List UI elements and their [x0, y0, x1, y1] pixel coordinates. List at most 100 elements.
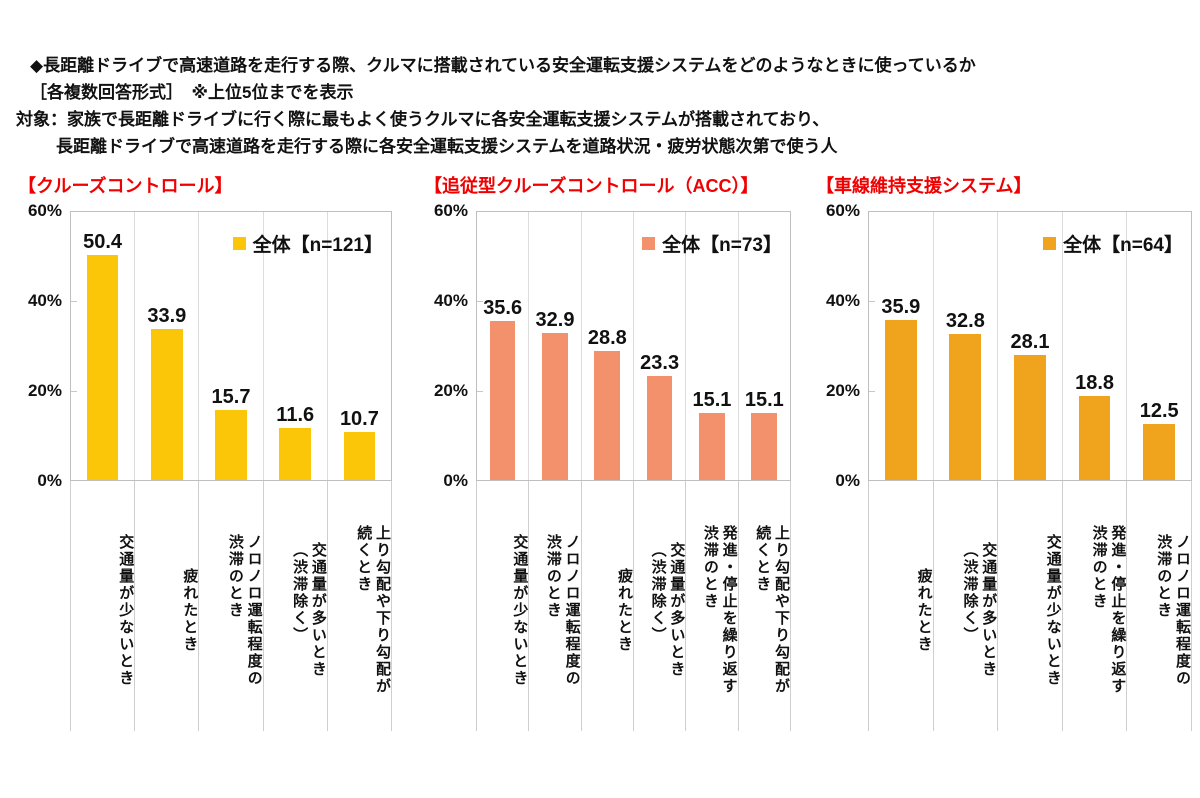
- legend: 全体【n=64】: [1043, 230, 1183, 257]
- bar-column: 28.1: [998, 212, 1063, 480]
- plot-area: 50.4 33.9 15.7 11.6 10.7 全体【n=121】: [70, 211, 392, 481]
- y-tick-mark: [477, 301, 483, 303]
- category-label: 交通量が少ないとき: [998, 481, 1063, 731]
- category-label: 疲れたとき: [869, 481, 934, 731]
- value-label: 15.7: [211, 385, 251, 408]
- category-label: 発進・停止を繰り返す 渋滞のとき: [686, 481, 739, 731]
- y-tick-mark: [71, 390, 77, 392]
- y-tick-mark: [869, 390, 875, 392]
- value-label: 28.1: [1010, 330, 1050, 353]
- bar-column: 10.7: [328, 212, 391, 480]
- category-labels: 疲れたとき 交通量が多いとき （渋滞除く） 交通量が少ないとき 発進・停止を繰り返す …: [868, 481, 1192, 731]
- value-label: 15.1: [744, 388, 784, 411]
- category-label: 交通量が少ないとき: [477, 481, 530, 731]
- y-tick-label: 40%: [27, 290, 62, 310]
- legend-swatch: [642, 237, 656, 250]
- chart-acc: 【追従型クルーズコントロール（ACC）】 60% 40% 20% 0% 35.6…: [414, 172, 791, 731]
- value-label: 11.6: [276, 404, 315, 427]
- header-format-note: ［各複数回答形式］ ※上位5位までを表示: [30, 83, 354, 102]
- category-label: ノロノロ運転程度の 渋滞のとき: [529, 481, 582, 731]
- legend-label: 全体【n=121】: [252, 235, 383, 256]
- bar: [542, 333, 568, 480]
- y-tick-label: 0%: [835, 471, 860, 490]
- category-label: 疲れたとき: [135, 481, 200, 731]
- bar: [343, 432, 376, 480]
- y-tick-label: 60%: [27, 201, 62, 220]
- legend-label: 全体【n=73】: [662, 235, 782, 256]
- category-label: 交通量が多いとき （渋滞除く）: [934, 481, 999, 731]
- y-axis: 60% 40% 20% 0%: [8, 201, 70, 490]
- bar-column: 18.8: [1063, 212, 1128, 480]
- y-tick-label: 20%: [433, 381, 468, 400]
- y-tick-label: 20%: [825, 381, 860, 400]
- bar: [279, 428, 311, 480]
- value-label: 18.8: [1075, 372, 1115, 395]
- chart-cruise-control: 【クルーズコントロール】 60% 40% 20% 0% 50.4 33.9 15.7…: [8, 172, 393, 731]
- bar-column: 32.9: [529, 212, 582, 480]
- category-label: 交通量が多いとき （渋滞除く）: [264, 481, 328, 731]
- plot-columns: 35.6 32.9 28.8 23.3 15.1 15.1: [477, 212, 790, 480]
- bar: [594, 351, 621, 480]
- category-label: 上り勾配や下り勾配が 続くとき: [328, 481, 393, 731]
- plot-area: 35.9 32.8 28.1 18.8 12.5 全体【n=64】: [868, 211, 1192, 481]
- legend-swatch: [232, 237, 246, 250]
- y-tick-mark: [477, 390, 483, 392]
- chart-title: 【クルーズコントロール】: [18, 176, 233, 196]
- bar: [151, 328, 183, 480]
- y-tick-label: 0%: [443, 471, 468, 490]
- bar: [1014, 354, 1046, 480]
- value-label: 50.4: [83, 230, 123, 253]
- bar: [699, 412, 725, 480]
- bar-column: 15.1: [739, 212, 790, 480]
- bar-column: 35.6: [477, 212, 530, 480]
- bar: [949, 333, 982, 480]
- category-label: 交通量が多いとき （渋滞除く）: [634, 481, 687, 731]
- value-label: 12.5: [1139, 400, 1179, 423]
- bar: [751, 412, 778, 480]
- category-labels: 交通量が少ないとき ノロノロ運転程度の 渋滞のとき 疲れたとき 交通量が多いとき （渋…: [476, 481, 791, 731]
- plot-columns: 50.4 33.9 15.7 11.6 10.7: [71, 212, 391, 480]
- y-axis: 60% 40% 20% 0%: [806, 201, 868, 490]
- y-tick-label: 60%: [825, 201, 860, 220]
- y-tick-label: 0%: [37, 471, 62, 490]
- category-label: 上り勾配や下り勾配が 続くとき: [739, 481, 791, 731]
- legend-label: 全体【n=64】: [1063, 235, 1183, 256]
- value-label: 28.8: [587, 327, 627, 350]
- bar: [215, 409, 247, 480]
- value-label: 33.9: [147, 304, 187, 327]
- value-label: 35.9: [881, 295, 921, 318]
- chart-title: 【車線維持支援システム】: [816, 176, 1032, 196]
- bar: [884, 319, 917, 480]
- bar: [646, 375, 673, 480]
- bar: [86, 254, 119, 480]
- category-labels: 交通量が少ないとき 疲れたとき ノロノロ運転程度の 渋滞のとき 交通量が多いとき （渋…: [70, 481, 393, 731]
- header-target-line1: 対象：家族で長距離ドライブに行く際に最もよく使うクルマに各安全運転支援システムが…: [16, 110, 830, 129]
- bar: [1078, 396, 1111, 480]
- y-axis: 60% 40% 20% 0%: [414, 201, 476, 490]
- y-tick-label: 40%: [825, 290, 860, 310]
- bar-column: 33.9: [135, 212, 200, 480]
- category-label: ノロノロ運転程度の 渋滞のとき: [199, 481, 264, 731]
- bar: [1143, 424, 1176, 480]
- category-label: ノロノロ運転程度の 渋滞のとき: [1127, 481, 1192, 731]
- chart-lane-keeping: 【車線維持支援システム】 60% 40% 20% 0% 35.9 32.8 28.1…: [806, 172, 1192, 731]
- value-label: 32.8: [945, 309, 985, 332]
- value-label: 15.1: [692, 388, 732, 411]
- bar-column: 11.6: [264, 212, 328, 480]
- y-tick-mark: [71, 301, 77, 303]
- value-label: 32.9: [535, 309, 575, 332]
- legend-swatch: [1043, 237, 1057, 250]
- y-tick-mark: [869, 301, 875, 303]
- y-tick-label: 60%: [433, 201, 468, 220]
- category-label: 交通量が少ないとき: [71, 481, 136, 731]
- bar-column: 28.8: [582, 212, 634, 480]
- legend: 全体【n=121】: [232, 230, 383, 257]
- bar-column: 15.1: [686, 212, 739, 480]
- header-target-line2: 長距離ドライブで高速道路を走行する際に各安全運転支援システムを道路状況・疲労状態…: [56, 137, 838, 156]
- bar: [489, 321, 516, 480]
- y-tick-label: 20%: [27, 381, 62, 400]
- category-label: 発進・停止を繰り返す 渋滞のとき: [1063, 481, 1128, 731]
- plot-area: 35.6 32.9 28.8 23.3 15.1 15.1 全体【n=73】: [476, 211, 791, 481]
- bar-column: 50.4: [71, 212, 136, 480]
- value-label: 10.7: [339, 408, 379, 431]
